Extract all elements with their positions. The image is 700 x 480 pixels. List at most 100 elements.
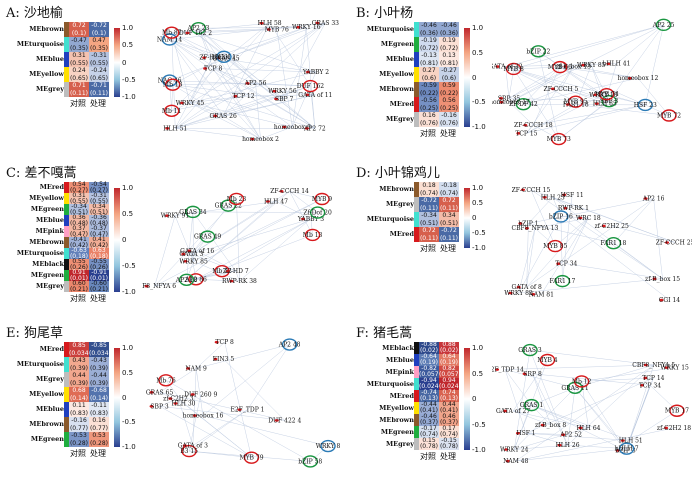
gene-label: DUF 260 9 [184,391,217,398]
network-edge [289,191,313,236]
gene-label: MYB 4 [537,357,557,364]
gene-node: ZF-CCCH 25 [656,240,692,247]
network-edge [626,377,654,449]
gene-label: ZF-CCCH 15 [512,187,551,194]
module-label: MEgrey [35,375,64,383]
gene-label: GRAS 1 [520,402,543,409]
network-edge [169,27,307,81]
gene-label: Mb 11 [162,108,182,115]
gene-dot [561,433,566,437]
network-edge [531,404,631,441]
gene-label: E2F_TDP 14 [492,367,524,374]
gene-node: Mb 11 [162,104,182,118]
p-value: (0.11) [89,89,109,97]
gene-dot [556,262,561,265]
module-label: MEbrown [29,25,64,33]
correlation-cell: 0.72 (0.1) [69,22,89,37]
gene-label: ZF-CCCH 18 [514,122,553,129]
hub-gene-circle [661,109,677,122]
network-edge [525,432,631,441]
heatmap-row: MEyellow 0.24 (0.65) -0.24 (0.65) [2,67,112,82]
network-edge [509,24,664,103]
p-value: (0.35) [69,44,89,52]
gene-node: ZF-HD 3 [199,55,225,62]
correlation-value: 0.13 [442,52,456,59]
network-edge [534,217,589,229]
hub-gene-circle [553,210,569,223]
network-edge [196,342,225,369]
panel-title: C: 差不嘎蒿 [6,166,77,181]
correlation-value: 0.68 [72,387,86,394]
correlation-cell: -0.72 (0.1) [89,22,109,37]
network-edge [175,128,261,140]
gene-node: NAM 9 [185,365,207,372]
gene-label: GATA of 16 [180,248,214,255]
gene-dot [565,103,570,106]
gene-dot [594,102,599,105]
gene-dot [664,426,669,430]
network-edge [528,223,614,244]
gene-node: WRKY 85 [179,258,208,265]
p-value: (0.28) [89,439,109,447]
gene-label: AP2 10 [175,277,198,284]
correlation-cell: -0.74 (0.13) [419,390,439,402]
gene-node: SBP 3 [149,403,169,410]
network-edge [514,359,548,450]
gene-node: WRKY 85 [577,62,606,69]
heatmap-row: MEgreen -0.17 (0.74) 0.17 (0.74) [352,426,462,438]
network-edge [171,96,244,112]
gene-label: HLH 51 [619,438,643,445]
correlation-value: 0.15 [422,437,436,444]
correlation-value: -0.53 [71,432,87,439]
network-edge [505,369,576,388]
gene-label: NAM 48 [503,458,528,465]
colorbar [464,28,470,127]
gene-label: ZF-DF 42 [509,101,538,108]
network-edge [567,387,576,446]
correlation-value: -0.27 [441,67,457,74]
p-value: (0.01) [69,274,89,282]
colorbar-tick: -0.5 [472,420,486,429]
gene-dot [274,97,279,101]
gene-label: MYB 95 [564,99,588,106]
p-value: (0.37) [419,419,439,426]
gene-label: MYB 17 [665,408,689,415]
gene-node: HLH 51 [163,125,187,132]
colorbar-tick: 0.5 [122,368,134,377]
gene-node: homeobox 16 [183,413,224,420]
correlation-value: 0.24 [72,67,86,74]
network-edge [247,344,290,410]
panel-b: B: 小叶杨 MEturquoise -0.46 (0.36) -0.46 (0.36) M… [352,2,692,154]
correlation-cell: -0.18 (0.74) [439,182,459,197]
correlation-cell: 0.43 (0.39) [69,357,89,372]
p-value: (0.47) [89,230,109,238]
correlation-value: 0.16 [422,112,436,119]
p-value: (0.65) [69,74,89,82]
network-edge [178,398,194,446]
gene-label: ZF-HD 7 [223,268,249,275]
p-value: (0.76) [419,119,439,127]
correlation-cell: 0.71 (0.11) [69,82,89,97]
gene-dot [282,125,287,129]
gene-label: homeobox 12 [618,75,659,82]
gene-node: bHLH 41 [603,61,631,68]
correlation-value: 0.54 [72,181,86,188]
network-edge [198,27,307,29]
network-edge [525,432,568,446]
gene-dot [304,127,309,130]
gene-label: bZIP 58 [298,458,322,465]
gene-node: TCP 14 [642,375,664,382]
gene-node: AP2 72 [303,125,326,132]
hub-gene-circle [178,273,195,286]
gene-node: MYB 9 [312,192,332,206]
heatmap-row: MEturquoise -0.34 (0.51) 0.34 (0.51) [352,212,462,227]
heatmap-row: MEbrown 0.18 (0.74) -0.18 (0.74) [352,182,462,197]
colorbar-tick: 1.0 [472,184,484,192]
hub-gene-circle [163,104,180,118]
network-edge [505,66,576,102]
gene-node: zf-B_box 15 [645,276,680,283]
p-value: (0.47) [69,230,89,238]
colorbar-tick: 1.0 [472,344,484,352]
correlation-cell: 0.31 (0.55) [69,193,89,204]
network-edge [581,367,675,382]
